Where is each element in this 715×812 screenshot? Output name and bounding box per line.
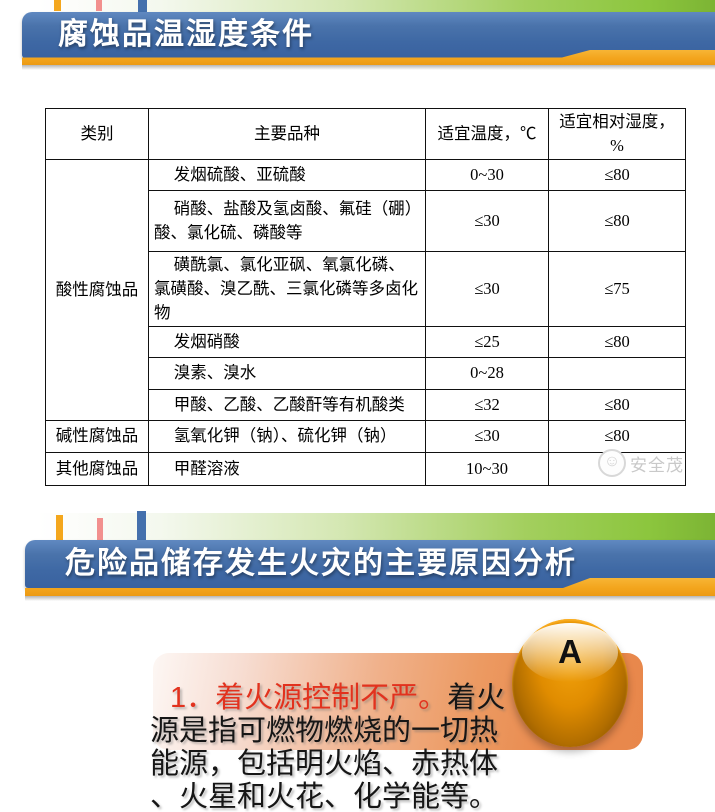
paragraph-line: 1．着火源控制不严。着火 (150, 682, 595, 715)
table-header-row: 类别 主要品种 适宜温度，℃ 适宜相对湿度，% (45, 108, 686, 160)
cell-temp: ≤32 (425, 388, 549, 421)
cell-variety: 甲醛溶液 (148, 451, 426, 486)
table-row: 酸性腐蚀品 发烟硫酸、亚硫酸 0~30 ≤80 (45, 158, 686, 421)
cell-variety: 硝酸、盐酸及氢卤酸、氟硅（硼）酸、氯化硫、磷酸等 (148, 189, 426, 252)
cell-temp: ≤30 (425, 189, 549, 252)
table-row: 溴素、溴水 0~28 (46, 356, 686, 390)
cell-variety: 甲酸、乙酸、乙酸酐等有机酸类 (148, 388, 426, 421)
col-header-humidity: 适宜相对湿度，% (548, 108, 686, 160)
cell-humidity (548, 356, 686, 390)
sphere-label: A (558, 633, 582, 670)
cell-humidity: ≤80 (548, 325, 686, 358)
watermark: ☺ 安全茂 (598, 449, 684, 477)
corrosives-condition-table: 类别 主要品种 适宜温度，℃ 适宜相对湿度，% 酸性腐蚀品 发烟硫酸、亚硫酸 0… (45, 108, 686, 486)
cause-lead-red-text: 1．着火源控制不严。 (170, 682, 448, 714)
cell-variety: 发烟硫酸、亚硫酸 (148, 158, 426, 191)
accent-bar-yellow (56, 515, 63, 540)
green-gradient-strip (38, 513, 715, 540)
cell-temp: 10~30 (425, 451, 549, 486)
cell-temp: ≤30 (425, 419, 549, 453)
accent-bar-pink (97, 518, 103, 540)
cell-category-acid: 酸性腐蚀品 (45, 158, 149, 421)
cause-paragraph: 1．着火源控制不严。着火 源是指可燃物燃烧的一切热 能源，包括明火焰、赤热体 、… (150, 682, 595, 812)
cell-category-other: 其他腐蚀品 (45, 451, 149, 486)
cell-temp: 0~30 (425, 158, 549, 191)
green-gradient-strip (38, 0, 715, 12)
table-row: 甲酸、乙酸、乙酸酐等有机酸类 ≤32 ≤80 (46, 388, 686, 421)
cell-humidity: ≤75 (548, 250, 686, 327)
table-row: 发烟硝酸 ≤25 ≤80 (46, 325, 686, 358)
accent-bar-yellow (54, 0, 61, 11)
accent-bar-pink (96, 0, 102, 11)
accent-bar-blue (137, 511, 146, 541)
paragraph-line: 能源，包括明火焰、赤热体 (150, 748, 499, 780)
banner-shadow (22, 65, 715, 70)
cell-category-alkaline: 碱性腐蚀品 (45, 419, 149, 453)
sphere-highlight (522, 622, 618, 682)
cell-temp: 0~28 (425, 356, 549, 390)
cell-humidity: ≤80 (548, 158, 686, 191)
table-row: 其他腐蚀品 甲醛溶液 10~30 (45, 451, 686, 486)
paragraph-line: 、火星和火花、化学能等。 (150, 781, 499, 812)
cause-line1-rest: 着火 (447, 682, 506, 714)
col-header-category: 类别 (45, 108, 149, 160)
cell-variety: 磺酰氯、氯化亚砜、氧氯化磷、氯磺酸、溴乙酰、三氯化磷等多卤化物 (148, 250, 426, 327)
cell-temp: ≤30 (425, 250, 549, 327)
col-header-variety: 主要品种 (148, 108, 426, 160)
cell-humidity: ≤80 (548, 388, 686, 421)
accent-bar-blue (138, 0, 147, 14)
cell-humidity: ≤80 (548, 419, 686, 453)
slide2-title: 危险品储存发生火灾的主要原因分析 (65, 547, 577, 580)
glossy-sphere-marker: A (512, 619, 628, 747)
table-row: 碱性腐蚀品 氢氧化钾（钠）、硫化钾（钠） ≤30 ≤80 (45, 419, 686, 453)
cell-temp: ≤25 (425, 325, 549, 358)
col-header-temperature: 适宜温度，℃ (425, 108, 549, 160)
table-row: 硝酸、盐酸及氢卤酸、氟硅（硼）酸、氯化硫、磷酸等 ≤30 ≤80 (46, 189, 686, 252)
table-row: 磺酰氯、氯化亚砜、氧氯化磷、氯磺酸、溴乙酰、三氯化磷等多卤化物 ≤30 ≤75 (46, 250, 686, 327)
slide1-title: 腐蚀品温湿度条件 (58, 18, 314, 51)
mascot-icon: ☺ (598, 449, 626, 477)
banner-shadow (25, 596, 715, 601)
cell-humidity: ≤80 (548, 189, 686, 252)
cell-variety: 溴素、溴水 (148, 356, 426, 390)
cell-variety: 发烟硝酸 (148, 325, 426, 358)
cell-variety: 氢氧化钾（钠）、硫化钾（钠） (148, 419, 426, 453)
paragraph-line: 源是指可燃物燃烧的一切热 (150, 715, 499, 747)
watermark-text: 安全茂 (630, 455, 684, 475)
